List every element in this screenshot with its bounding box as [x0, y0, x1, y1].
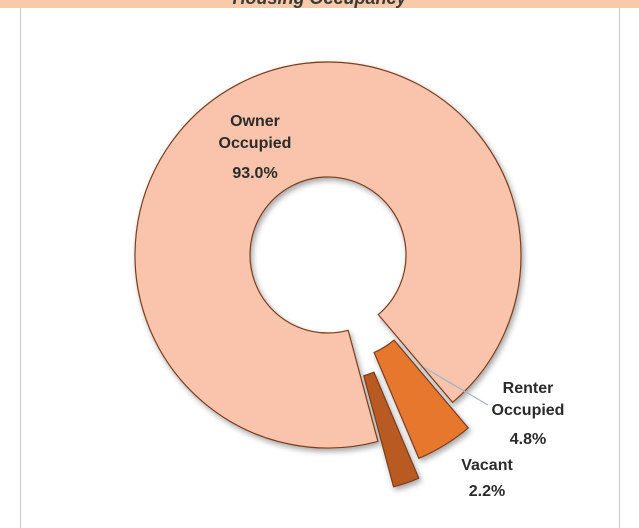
- category-label: Renter Occupied: [491, 380, 565, 419]
- donut-slice: [363, 371, 420, 488]
- leader-line: [424, 367, 489, 406]
- card: [20, 8, 620, 528]
- donut-slice: [373, 339, 470, 460]
- value-label: 93.0%: [232, 165, 278, 182]
- category-label: Owner Occupied: [218, 113, 292, 152]
- value-label: 4.8%: [509, 431, 547, 448]
- chart-title: Housing Occupancy: [0, 0, 639, 8]
- title-bar: Housing Occupancy: [0, 0, 639, 8]
- chart: [134, 61, 522, 488]
- category-label: Vacant: [461, 457, 513, 474]
- value-label: 2.2%: [468, 483, 506, 500]
- donut-slice: [134, 61, 522, 449]
